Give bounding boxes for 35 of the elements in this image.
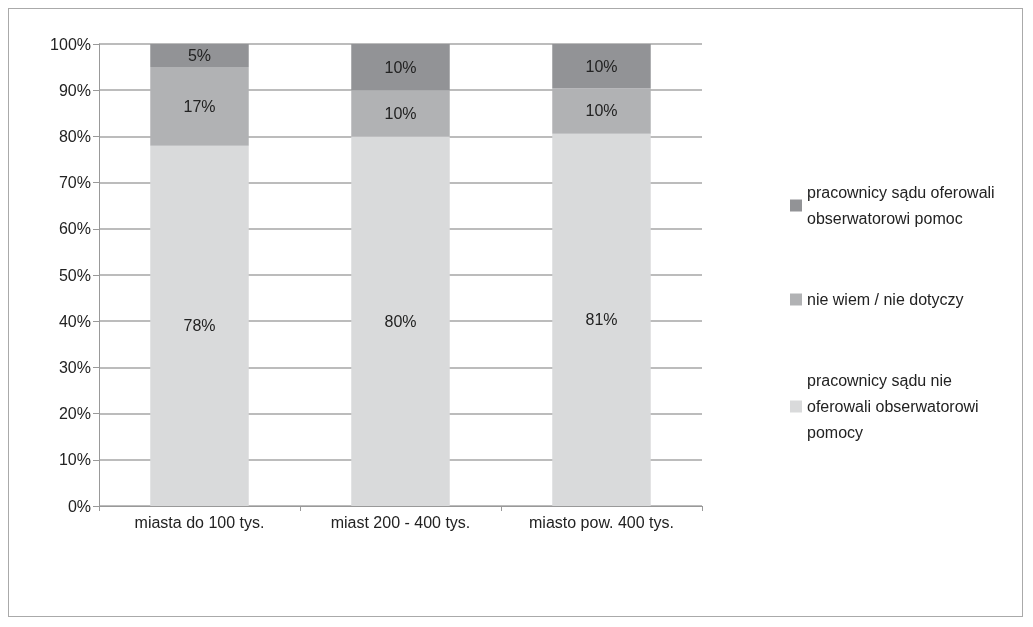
bar [552,133,651,506]
y-tick-label: 0% [67,497,91,515]
data-label: 81% [585,311,618,329]
y-tick-label: 10% [58,451,91,469]
bar [150,67,249,146]
legend-label: nie wiem / nie dotyczy [807,291,964,308]
legend-label: pracownicy sądu nie oferowali obserwatorowi pomocy [807,372,984,441]
data-label: 10% [384,58,417,76]
bar [552,44,651,89]
legend-label: pracownicy sądu oferowali obserwatorowi pomoc [807,184,1000,227]
data-label: 78% [183,317,216,335]
y-tick-label: 70% [58,174,91,192]
data-label: 10% [585,102,618,120]
y-tick-label: 90% [58,81,91,99]
data-label: 10% [585,57,618,75]
bar [351,44,450,91]
bar [150,44,249,68]
data-label: 5% [187,47,212,65]
bar [552,88,651,134]
x-tick-label: miasta do 100 tys. [134,513,265,531]
data-label: 17% [183,97,216,115]
y-tick-label: 30% [58,358,91,376]
x-tick-label: miasto pow. 400 tys. [529,513,674,531]
data-label: 10% [384,104,417,122]
y-tick-label: 20% [58,405,91,423]
y-tick-label: 80% [58,127,91,145]
y-tick-label: 100% [50,35,91,53]
y-tick-label: 40% [58,312,91,330]
y-tick-label: 60% [58,220,91,238]
data-label: 80% [384,312,417,330]
bar [351,90,450,137]
bar [351,136,450,506]
y-tick-label: 50% [58,266,91,284]
x-tick-label: miast 200 - 400 tys. [330,513,471,531]
bar [150,145,249,506]
